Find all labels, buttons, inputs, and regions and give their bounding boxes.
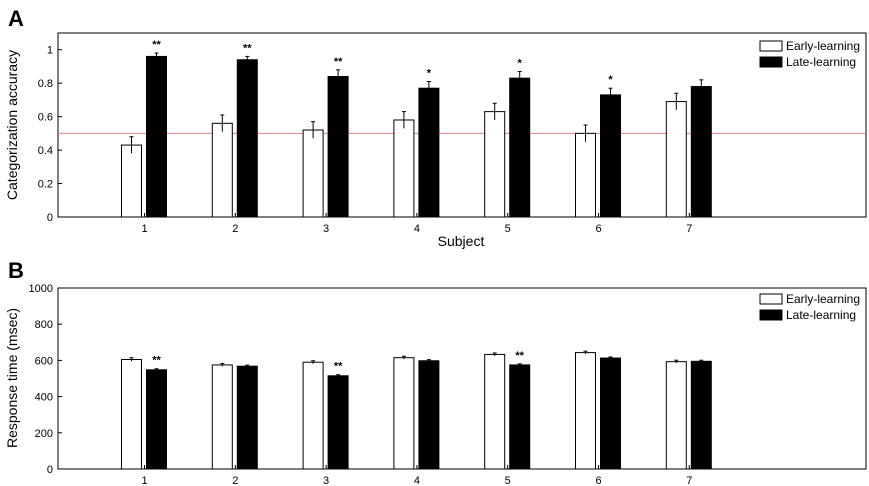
panel-b-bar-early [484,353,506,470]
panel-a-significance-marker: * [427,68,432,80]
panel-a-bar-early [211,122,233,218]
panel-a-legend: Early-learning Late-learning [756,38,862,72]
panel-b-plot-frame [57,287,867,470]
panel-b-ytick-label: 1000 [29,283,53,295]
panel-b-significance-marker: ** [152,355,161,367]
panel-a-legend-label-late: Late-learning [786,55,856,69]
panel-b-bar-early [121,358,142,470]
panel-a-legend-swatch-early [759,40,783,52]
panel-a-significance-marker: * [518,57,523,69]
panel-b-bar-late [690,360,712,470]
panel-a-ytick-label: 0.2 [38,179,53,191]
panel-a-ticks: 0 0.2 0.4 0.6 0.8 1 1 2 3 4 5 6 7 [38,45,693,235]
panel-a-xtick-label: 7 [686,223,692,235]
panel-a-letter: A [8,6,24,31]
panel-b-legend: Early-learning Late-learning [756,292,862,326]
panel-b-legend-swatch-early [759,293,783,305]
panel-b-xtick-label: 6 [595,475,601,486]
panel-b-y-axis-label: Response time (msec) [4,308,20,448]
panel-a-legend-label-early: Early-learning [786,39,860,53]
panel-a-ytick-label: 0.6 [38,112,53,124]
panel-a-ytick-label: 0 [47,212,53,224]
panel-a-bar-late [600,94,621,218]
panel-b-xtick-label: 3 [323,475,329,486]
panel-b-xtick-label: 7 [686,475,692,486]
panel-b-ytick-label: 800 [35,319,53,331]
panel-b-xtick-label: 2 [232,475,238,486]
panel-a-bar-early [302,129,324,218]
panel-a-bar-early [393,119,415,218]
panel-b-bar-late [418,360,440,470]
panel-b-bar-early [302,361,324,470]
panel-b-xtick-label: 4 [414,475,420,486]
panel-b-significance-marker: ** [334,361,343,373]
panel-b-ytick-label: 200 [35,428,53,440]
panel-b-xtick-label: 5 [505,475,511,486]
panel-b-legend-label-late: Late-learning [786,308,856,322]
panel-b-ytick-label: 400 [35,392,53,404]
panel-a-xtick-label: 1 [141,223,147,235]
panel-b-significance-marker: ** [515,350,524,362]
panel-b: B Response time (msec) 0 200 400 600 800 1000… [4,258,867,486]
panel-b-ticks: 0 200 400 600 800 1000 1 2 3 4 5 6 7 [29,283,693,486]
panel-a-bar-early [665,101,687,218]
panel-a-y-axis-label: Categorization accuracy [4,50,20,200]
panel-a-significance-marker: ** [243,42,252,54]
panel-a-bar-early [575,132,596,218]
panel-a-significance-marker: ** [152,39,161,51]
panel-a-plot-frame [57,32,867,218]
panel-a-bar-late [236,59,258,218]
panel-a-bar-early [484,111,506,218]
panel-a-xtick-label: 3 [323,223,329,235]
panel-a-ytick-label: 0.4 [38,145,53,157]
panel-a: A Categorization accuracy Subject 0 0.2 0.… [4,6,867,249]
panel-a-bar-late [509,77,531,218]
panel-a-bar-late [146,55,167,218]
panel-b-bars: ** ** ** [121,350,712,470]
panel-b-bar-late [327,375,349,470]
panel-a-xtick-label: 4 [414,223,420,235]
panel-b-bar-late [236,365,258,470]
panel-b-bar-early [211,364,233,470]
panel-b-bar-late [509,364,531,470]
panel-a-bars: ** ******* [58,39,866,218]
panel-b-bar-late [146,369,167,470]
panel-b-ytick-label: 600 [35,355,53,367]
panel-a-ytick-label: 1 [47,45,53,57]
panel-a-ytick-label: 0.8 [38,78,53,90]
panel-b-ytick-label: 0 [47,464,53,476]
panel-a-bar-late [327,75,349,218]
panel-b-legend-swatch-late [759,309,783,321]
panel-b-bar-early [393,357,415,470]
panel-b-bar-late [600,357,621,470]
panel-a-bar-late [690,86,712,218]
panel-a-xtick-label: 6 [595,223,601,235]
panel-a-bar-early [121,144,142,218]
panel-b-legend-label-early: Early-learning [786,292,860,306]
panel-a-x-axis-label: Subject [438,233,485,249]
panel-b-bar-early [575,352,596,470]
panel-a-xtick-label: 2 [232,223,238,235]
panel-a-legend-swatch-late [759,56,783,68]
panel-a-significance-marker: ** [334,56,343,68]
panel-b-letter: B [8,258,24,283]
panel-a-significance-marker: * [608,74,613,86]
panel-a-bar-late [418,87,440,218]
panel-b-bar-early [665,361,687,470]
panel-a-xtick-label: 5 [505,223,511,235]
panel-b-xtick-label: 1 [141,475,147,486]
